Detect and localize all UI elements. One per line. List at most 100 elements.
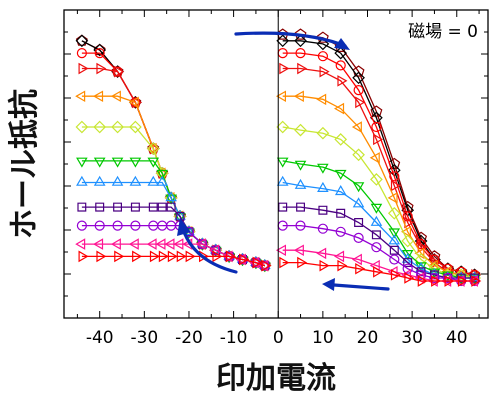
data-point bbox=[76, 175, 88, 186]
data-point bbox=[158, 250, 169, 263]
data-point bbox=[157, 202, 167, 212]
data-point bbox=[404, 272, 415, 284]
data-point bbox=[92, 238, 104, 250]
data-point bbox=[156, 175, 169, 186]
data-point bbox=[417, 275, 428, 287]
data-point bbox=[252, 256, 263, 269]
data-point bbox=[128, 238, 139, 250]
data-point bbox=[130, 220, 141, 231]
data-point bbox=[249, 256, 260, 269]
arrow-top-head bbox=[334, 38, 350, 50]
series-line-down bbox=[81, 40, 266, 267]
data-point bbox=[389, 254, 400, 265]
data-point bbox=[352, 71, 365, 85]
data-point bbox=[351, 253, 362, 266]
data-point bbox=[316, 37, 330, 51]
data-point bbox=[76, 220, 88, 231]
data-point bbox=[276, 34, 290, 48]
data-point bbox=[369, 152, 380, 164]
data-point bbox=[337, 75, 348, 87]
data-point bbox=[95, 202, 105, 212]
data-point bbox=[235, 253, 246, 266]
data-point bbox=[296, 202, 305, 212]
data-point bbox=[75, 34, 89, 48]
data-point bbox=[78, 250, 89, 263]
arrow-left-shaft bbox=[182, 230, 238, 274]
data-point bbox=[110, 90, 121, 103]
series-line-down bbox=[81, 67, 266, 267]
data-point bbox=[94, 47, 105, 59]
data-point bbox=[352, 182, 365, 193]
data-point bbox=[176, 250, 187, 263]
series-12 bbox=[78, 250, 482, 287]
data-point bbox=[96, 250, 107, 263]
data-point bbox=[258, 259, 269, 272]
series-line-down bbox=[81, 160, 266, 267]
data-point bbox=[129, 175, 142, 186]
data-point bbox=[334, 46, 348, 60]
data-point bbox=[293, 90, 304, 103]
data-point bbox=[388, 234, 401, 245]
data-point bbox=[334, 184, 347, 196]
data-point bbox=[110, 238, 121, 250]
data-point bbox=[114, 65, 125, 78]
data-point bbox=[371, 242, 382, 253]
data-point bbox=[167, 250, 178, 263]
axis-ticks: -40 -30 -20 -10 0 10 20 30 40 bbox=[64, 10, 488, 348]
x-axis-title: 印加電流 bbox=[216, 361, 336, 396]
data-point bbox=[316, 93, 327, 106]
data-point bbox=[373, 265, 384, 278]
data-point bbox=[294, 178, 307, 189]
data-point bbox=[456, 273, 466, 283]
data-point bbox=[128, 96, 139, 109]
x-tick-label: -20 bbox=[175, 328, 203, 348]
data-point bbox=[185, 250, 196, 263]
series-line-down bbox=[81, 40, 266, 267]
data-point bbox=[416, 239, 427, 250]
series-line-up bbox=[282, 160, 475, 279]
data-point bbox=[370, 203, 383, 214]
data-point bbox=[294, 34, 307, 48]
data-point bbox=[295, 220, 306, 231]
data-point bbox=[457, 275, 468, 287]
data-point bbox=[297, 256, 308, 269]
data-point bbox=[111, 157, 124, 168]
series-line-up bbox=[282, 126, 475, 279]
data-point bbox=[353, 232, 364, 243]
sweep-arrows bbox=[177, 31, 390, 291]
data-point bbox=[261, 259, 272, 272]
data-point bbox=[401, 250, 414, 260]
data-point bbox=[319, 65, 330, 78]
annotation-text: 磁場 = 0 bbox=[408, 22, 478, 42]
data-point bbox=[294, 28, 307, 40]
data-point bbox=[416, 269, 427, 280]
data-point bbox=[389, 171, 400, 182]
data-point bbox=[429, 272, 440, 284]
data-point bbox=[96, 62, 107, 75]
data-point bbox=[77, 202, 87, 212]
data-point bbox=[279, 62, 290, 75]
data-point bbox=[78, 62, 89, 75]
data-point bbox=[404, 216, 415, 229]
x-tick-label: -10 bbox=[220, 328, 248, 348]
data-point bbox=[316, 126, 330, 140]
data-point bbox=[165, 191, 177, 202]
data-point bbox=[316, 31, 329, 43]
data-point bbox=[76, 157, 88, 168]
data-point bbox=[335, 226, 346, 237]
data-point bbox=[174, 213, 186, 224]
data-point bbox=[75, 120, 89, 134]
x-tick-label: -30 bbox=[130, 328, 158, 348]
data-point bbox=[166, 202, 176, 212]
data-point bbox=[156, 169, 169, 180]
data-point bbox=[112, 220, 123, 231]
data-point bbox=[317, 223, 328, 234]
data-point bbox=[402, 263, 413, 274]
data-point bbox=[279, 256, 290, 269]
data-point bbox=[93, 157, 106, 168]
data-point bbox=[276, 120, 290, 134]
data-point bbox=[294, 160, 307, 171]
data-point bbox=[93, 175, 106, 186]
series-4 bbox=[78, 62, 482, 281]
data-point bbox=[388, 228, 401, 239]
